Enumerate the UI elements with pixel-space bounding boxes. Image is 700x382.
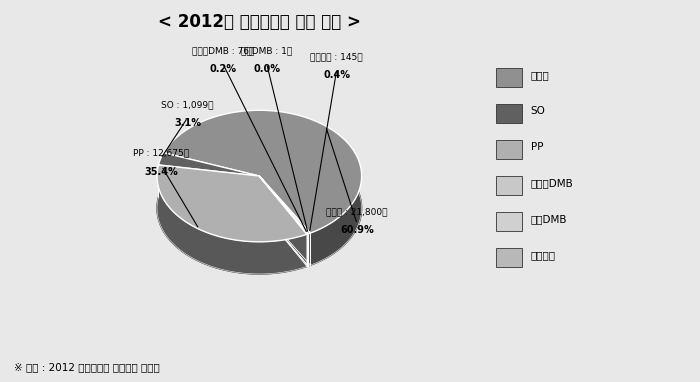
Polygon shape xyxy=(164,110,362,233)
Text: 위성방송 : 145억: 위성방송 : 145억 xyxy=(311,52,363,62)
Bar xyxy=(496,176,522,195)
Polygon shape xyxy=(308,233,311,266)
Polygon shape xyxy=(259,176,308,234)
Text: 지상파: 지상파 xyxy=(531,70,550,80)
Polygon shape xyxy=(157,165,307,242)
Bar xyxy=(496,212,522,231)
Text: 0.0%: 0.0% xyxy=(253,64,280,74)
Text: SO : 1,099억: SO : 1,099억 xyxy=(162,100,214,110)
Polygon shape xyxy=(157,142,362,274)
Polygon shape xyxy=(259,176,311,234)
Polygon shape xyxy=(164,110,362,265)
Text: PP : 12,675억: PP : 12,675억 xyxy=(133,149,190,158)
Text: 지상파DMB: 지상파DMB xyxy=(531,178,573,188)
Text: 60.9%: 60.9% xyxy=(340,225,374,235)
Text: 위성방송: 위성방송 xyxy=(531,250,556,260)
Text: 지상파 : 21,800억: 지상파 : 21,800억 xyxy=(326,207,388,216)
Text: < 2012년 방송사업자 광고 매출 >: < 2012년 방송사업자 광고 매출 > xyxy=(158,13,360,31)
Text: 0.2%: 0.2% xyxy=(209,64,237,74)
Polygon shape xyxy=(307,234,308,266)
Polygon shape xyxy=(158,153,164,197)
Polygon shape xyxy=(259,176,308,234)
Text: PP: PP xyxy=(531,142,543,152)
Bar xyxy=(496,141,522,159)
Text: 35.4%: 35.4% xyxy=(144,167,178,176)
Text: 위성DMB : 1억: 위성DMB : 1억 xyxy=(241,47,292,55)
Bar xyxy=(496,104,522,123)
Bar xyxy=(496,248,522,267)
Polygon shape xyxy=(158,153,259,176)
Text: 3.1%: 3.1% xyxy=(174,118,201,128)
Text: 0.4%: 0.4% xyxy=(323,70,350,80)
Bar xyxy=(496,68,522,87)
Text: ※ 출처 : 2012 방송사업자 재산상황 공표집: ※ 출처 : 2012 방송사업자 재산상황 공표집 xyxy=(14,363,160,372)
Text: 지상피DMB : 76억: 지상피DMB : 76억 xyxy=(192,47,254,55)
Polygon shape xyxy=(157,165,307,274)
Text: 위성DMB: 위성DMB xyxy=(531,214,567,224)
Text: SO: SO xyxy=(531,106,545,116)
